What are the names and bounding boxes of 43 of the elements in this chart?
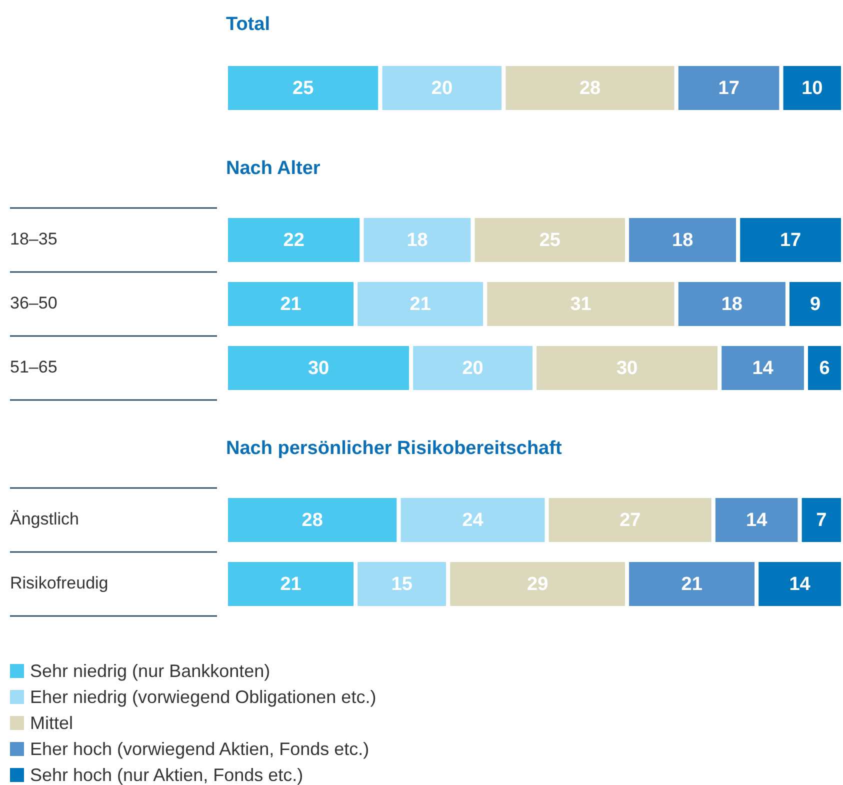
data-label: 17	[718, 78, 740, 100]
data-label: 14	[789, 574, 811, 596]
data-label: 22	[283, 230, 304, 252]
data-label: 9	[810, 294, 821, 316]
data-label: 18	[721, 294, 743, 316]
legend-label: Eher hoch (vorwiegend Aktien, Fonds etc.)	[30, 738, 370, 759]
legend-label: Eher niedrig (vorwiegend Obligationen etc.)	[30, 686, 376, 707]
data-label: 24	[462, 510, 484, 532]
chart-title: Nach Alter	[226, 158, 321, 180]
data-label: 6	[819, 358, 830, 380]
data-label: 7	[816, 510, 827, 532]
y-tick-label: 18–35	[10, 229, 58, 248]
data-label: 31	[570, 294, 592, 316]
data-label: 21	[681, 574, 703, 596]
data-label: 20	[431, 78, 453, 100]
y-tick-label: 36–50	[10, 293, 58, 312]
data-label: 15	[391, 574, 413, 596]
data-label: 30	[616, 358, 638, 380]
data-label: 10	[802, 78, 823, 100]
chart-title: Nach persönlicher Risikobereitschaft	[226, 438, 562, 460]
legend-label: Mittel	[30, 712, 74, 733]
data-label: 20	[462, 358, 484, 380]
data-label: 18	[672, 230, 694, 252]
legend-label: Sehr niedrig (nur Bankkonten)	[30, 660, 270, 681]
legend-label: Sehr hoch (nur Aktien, Fonds etc.)	[30, 764, 304, 785]
data-label: 29	[527, 574, 548, 596]
data-label: 18	[406, 230, 428, 252]
data-label: 28	[579, 78, 601, 100]
y-tick-label: Risikofreudig	[10, 573, 108, 592]
chart-title: Total	[226, 14, 270, 36]
data-label: 25	[539, 230, 561, 252]
data-label: 21	[410, 294, 432, 316]
data-label: 25	[292, 78, 314, 100]
data-label: 28	[302, 510, 323, 532]
data-label: 14	[752, 358, 774, 380]
data-label: 21	[280, 294, 302, 316]
data-label: 27	[620, 510, 641, 532]
y-tick-label: Ängstlich	[10, 509, 79, 528]
data-label: 21	[280, 574, 302, 596]
data-label: 17	[780, 230, 802, 252]
data-label: 14	[746, 510, 768, 532]
y-tick-label: 51–65	[10, 357, 58, 376]
data-label: 30	[308, 358, 330, 380]
